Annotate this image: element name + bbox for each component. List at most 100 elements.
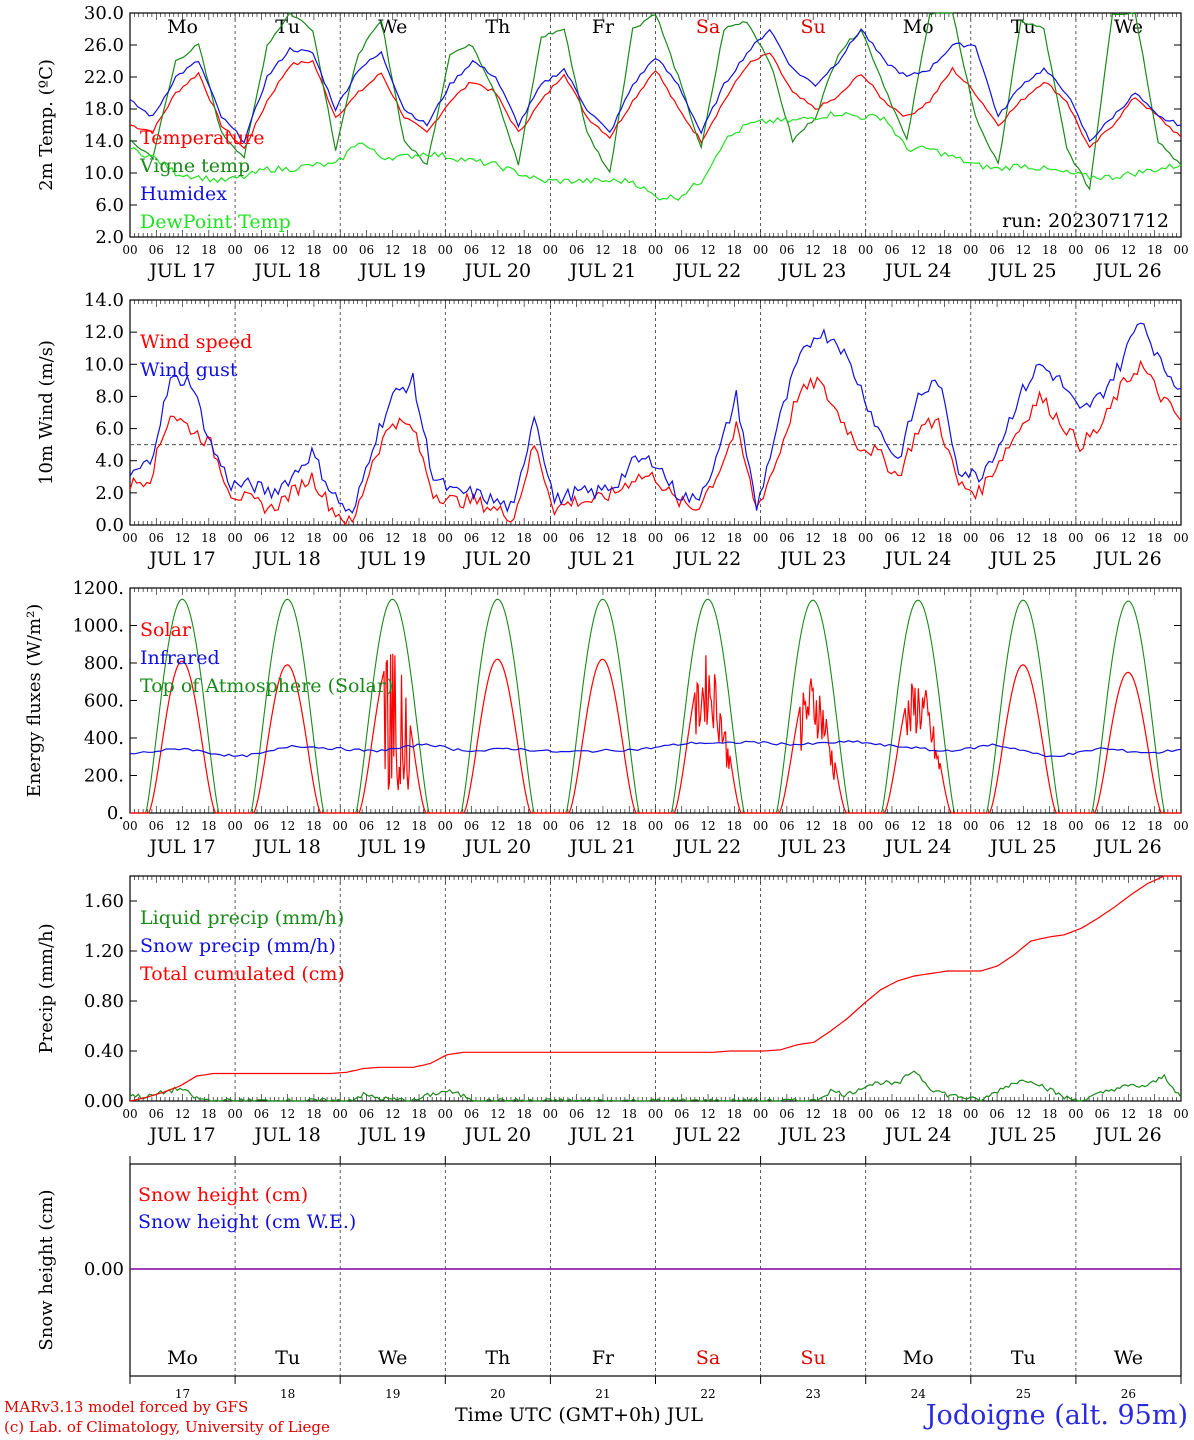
x-tick-label: 00 [1173, 1107, 1188, 1121]
day-number-label: 17 [175, 1387, 190, 1401]
station-name: Jodoigne (alt. 95m) [925, 1400, 1188, 1431]
y-axis-label: Precip (mm/h) [36, 923, 57, 1053]
day-label: JUL 22 [673, 548, 741, 570]
x-tick-label: 00 [333, 1107, 348, 1121]
x-tick-label: 00 [438, 819, 453, 833]
x-tick-label: 12 [700, 1107, 715, 1121]
day-label: JUL 25 [988, 836, 1056, 858]
x-tick-label: 00 [543, 819, 558, 833]
weekday-label: Fr [592, 16, 615, 38]
x-tick-label: 18 [937, 531, 952, 545]
x-tick-label: 18 [411, 819, 426, 833]
y-tick-label: 200. [84, 766, 124, 787]
legend-entry: Snow height (cm) [138, 1184, 308, 1206]
x-tick-label: 06 [779, 531, 794, 545]
x-tick-label: 06 [884, 243, 899, 257]
x-tick-label: 18 [201, 819, 216, 833]
weekday-label: Tu [275, 16, 300, 38]
x-tick-label: 12 [1016, 243, 1031, 257]
legend-entry: Total cumulated (cm) [140, 963, 345, 985]
x-tick-label: 06 [884, 819, 899, 833]
day-label: JUL 24 [883, 1124, 951, 1146]
x-tick-label: 06 [149, 531, 164, 545]
y-tick-label: 2.0 [95, 483, 124, 504]
x-tick-label: 00 [648, 1107, 663, 1121]
y-tick-label: 1200. [72, 578, 124, 599]
x-tick-label: 12 [595, 819, 610, 833]
weekday-label: Th [485, 16, 510, 38]
day-label: JUL 20 [463, 548, 531, 570]
legend-entry: Wind speed [140, 331, 252, 353]
plot-frame [129, 587, 1182, 814]
y-axis-label: 2m Temp. (ºC) [36, 59, 57, 191]
day-label: JUL 18 [252, 1124, 320, 1146]
x-tick-label: 18 [411, 531, 426, 545]
y-tick-label: 14.0 [84, 290, 124, 311]
x-tick-label: 12 [1121, 243, 1136, 257]
x-tick-label: 00 [858, 531, 873, 545]
x-tick-label: 06 [989, 1107, 1004, 1121]
x-tick-label: 18 [306, 531, 321, 545]
x-tick-label: 06 [359, 1107, 374, 1121]
x-tick-label: 18 [306, 1107, 321, 1121]
day-label: JUL 24 [883, 836, 951, 858]
x-tick-label: 18 [727, 531, 742, 545]
x-tick-label: 00 [438, 243, 453, 257]
x-tick-label: 00 [1068, 1107, 1083, 1121]
x-tick-label: 12 [175, 819, 190, 833]
x-tick-label: 18 [516, 531, 531, 545]
x-tick-label: 12 [1121, 531, 1136, 545]
day-label: JUL 21 [568, 260, 636, 282]
x-tick-label: 12 [490, 1107, 505, 1121]
day-label: JUL 26 [1093, 836, 1161, 858]
y-tick-label: 8.0 [95, 386, 124, 407]
x-tick-label: 18 [832, 243, 847, 257]
x-tick-label: 00 [858, 1107, 873, 1121]
x-tick-label: 06 [464, 819, 479, 833]
day-number-label: 26 [1121, 1387, 1136, 1401]
x-tick-label: 06 [989, 243, 1004, 257]
x-tick-label: 18 [727, 819, 742, 833]
x-tick-label: 06 [464, 531, 479, 545]
legend-entry: Top of Atmosphere (Solar) [140, 675, 393, 697]
y-tick-label: 4.0 [95, 451, 124, 472]
x-tick-label: 18 [622, 1107, 637, 1121]
day-label: JUL 19 [358, 1124, 426, 1146]
day-number-label: 22 [700, 1387, 715, 1401]
day-label: JUL 19 [358, 260, 426, 282]
x-tick-label: 00 [753, 531, 768, 545]
x-tick-label: 06 [149, 819, 164, 833]
y-tick-label: 14.0 [84, 131, 124, 152]
day-label: JUL 17 [147, 548, 215, 570]
x-tick-label: 18 [411, 243, 426, 257]
x-tick-label: 06 [254, 243, 269, 257]
run-label: run: 2023071712 [1002, 210, 1169, 232]
x-tick-label: 18 [832, 1107, 847, 1121]
x-tick-label: 00 [648, 531, 663, 545]
x-tick-label: 00 [648, 243, 663, 257]
y-axis-label: Energy fluxes (W/m²) [24, 604, 45, 798]
x-tick-label: 06 [779, 243, 794, 257]
x-tick-label: 12 [1016, 819, 1031, 833]
x-tick-label: 18 [727, 1107, 742, 1121]
x-axis-title: Time UTC (GMT+0h) JUL [455, 1404, 703, 1426]
x-tick-label: 00 [963, 819, 978, 833]
weekday-label: We [378, 1347, 407, 1369]
x-tick-label: 06 [989, 819, 1004, 833]
x-tick-label: 06 [464, 243, 479, 257]
x-tick-label: 00 [1068, 819, 1083, 833]
y-tick-label: 10.0 [84, 354, 124, 375]
day-label: JUL 25 [988, 548, 1056, 570]
x-tick-label: 12 [175, 531, 190, 545]
legend-entry: Snow height (cm W.E.) [138, 1211, 356, 1233]
x-tick-label: 12 [700, 531, 715, 545]
day-label: JUL 21 [568, 836, 636, 858]
x-tick-label: 06 [1095, 819, 1110, 833]
x-tick-label: 12 [1121, 819, 1136, 833]
y-tick-label: 6.0 [95, 419, 124, 440]
x-tick-label: 18 [516, 1107, 531, 1121]
day-label: JUL 20 [463, 1124, 531, 1146]
weekday-label: Mo [167, 1347, 198, 1369]
day-label: JUL 26 [1093, 1124, 1161, 1146]
series-line [129, 322, 1182, 514]
